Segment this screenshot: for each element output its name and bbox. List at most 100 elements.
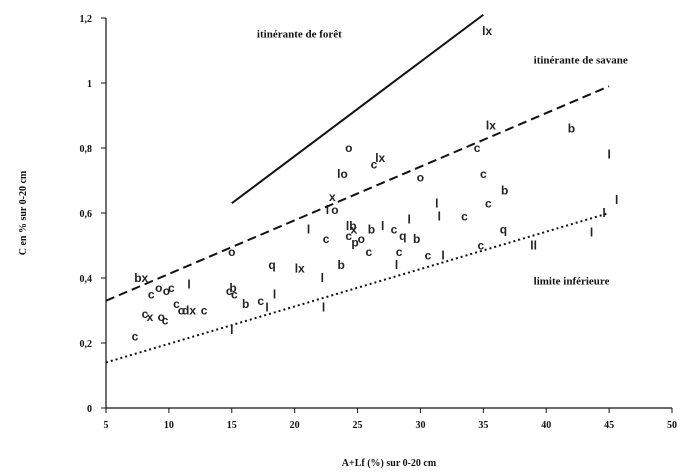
data-point: c [461, 209, 468, 223]
x-tick-label: 5 [104, 420, 109, 431]
data-point: c [345, 229, 352, 243]
data-point: o [331, 203, 338, 217]
data-point: x [350, 222, 357, 236]
annotation-label: itinérante de forêt [257, 29, 342, 41]
data-point: l [395, 258, 398, 272]
x-tick-label: 15 [227, 420, 237, 431]
data-point: c [396, 245, 403, 259]
data-point: b [501, 183, 508, 197]
data-point: b [242, 297, 249, 311]
data-point: c [231, 287, 238, 301]
data-point: c [132, 330, 139, 344]
data-point: l [273, 287, 276, 301]
data-point: x [329, 190, 336, 204]
data-point: l [187, 278, 190, 292]
annotation-label: itinérante de savane [534, 55, 628, 67]
x-tick-label: 40 [541, 420, 551, 431]
data-point: b [229, 281, 236, 295]
data-point: l [590, 226, 593, 240]
data-point: c [323, 232, 330, 246]
y-tick-label: 0,6 [80, 209, 93, 220]
data-point: l [438, 209, 441, 223]
data-point: o [158, 310, 165, 324]
data-point: b [413, 232, 420, 246]
data-point: c [142, 307, 149, 321]
y-tick-label: 0,8 [80, 144, 93, 155]
y-tick-label: 0,2 [80, 339, 93, 350]
data-point: o [345, 141, 352, 155]
data-point: c [173, 297, 180, 311]
data-point: l [441, 248, 444, 262]
data-point: p [351, 235, 358, 249]
data-point: lo [337, 167, 348, 181]
data-point: l [321, 271, 324, 285]
data-point: l [265, 300, 268, 314]
x-tick-label: 30 [415, 420, 425, 431]
data-point: c [366, 245, 373, 259]
boundary-line-dashed [105, 85, 610, 302]
data-point: lx [375, 151, 385, 165]
data-point: l [326, 203, 329, 217]
data-point: c [485, 196, 492, 210]
axis-ticks: 5 10 15 20 25 30 35 40 45 50 0 0,2 0,4 0,6 0,8 1 1,2 [80, 14, 678, 431]
data-point: l [615, 193, 618, 207]
data-point: dx [182, 304, 196, 318]
data-point: c [201, 304, 208, 318]
y-tick-label: 0,4 [80, 274, 93, 285]
plot-area [105, 18, 672, 409]
y-tick-label: 0 [87, 404, 92, 415]
data-point: o [163, 284, 170, 298]
data-point: l [230, 323, 233, 337]
data-point: b [568, 122, 575, 136]
data-point: c [474, 141, 481, 155]
data-point: c [162, 313, 169, 327]
data-point: o [417, 170, 424, 184]
data-point: c [391, 222, 398, 236]
data-point: q [399, 229, 406, 243]
data-point: l [435, 196, 438, 210]
data-point: lb [346, 219, 357, 233]
boundary-line-solid [231, 13, 484, 205]
annotation-label: limite inférieure [534, 276, 610, 288]
data-point: l [607, 148, 610, 162]
boundary-lines [105, 13, 610, 364]
annotations: itinérante de forêt itinérante de savane l… [257, 29, 628, 288]
data-point: c [226, 284, 233, 298]
data-point: lx [486, 118, 496, 132]
data-point: c [425, 248, 432, 262]
data-point: o [228, 245, 235, 259]
x-tick-label: 10 [164, 420, 174, 431]
x-tick-label: 50 [667, 420, 677, 431]
x-tick-label: 35 [478, 420, 488, 431]
data-point: ll [530, 239, 537, 253]
x-tick-label: 45 [604, 420, 614, 431]
data-point: c [168, 281, 175, 295]
data-point: c [148, 287, 155, 301]
data-point: l [407, 213, 410, 227]
data-point: bx [134, 271, 148, 285]
data-point: c [371, 157, 378, 171]
data-point: c [480, 167, 487, 181]
y-tick-label: 1,2 [80, 14, 93, 25]
x-axis-label: A+Lf (%) sur 0-20 cm [342, 458, 437, 469]
data-point: o [358, 232, 365, 246]
data-point: b [338, 258, 345, 272]
data-point: o [178, 304, 185, 318]
x-tick-label: 25 [353, 420, 363, 431]
data-point: q [500, 222, 507, 236]
data-point: x [147, 310, 154, 324]
data-point: l [307, 222, 310, 236]
data-point: lx [295, 261, 305, 275]
data-point: l [381, 219, 384, 233]
data-point: l [602, 206, 605, 220]
data-point: l [322, 300, 325, 314]
data-point: c [477, 239, 484, 253]
data-point: o [155, 281, 162, 295]
data-point: lx [482, 24, 492, 38]
y-tick-label: 1 [87, 79, 92, 90]
data-point: b [368, 222, 375, 236]
y-axis-label: C en % sur 0-20 cm [18, 170, 29, 255]
x-tick-label: 20 [290, 420, 300, 431]
